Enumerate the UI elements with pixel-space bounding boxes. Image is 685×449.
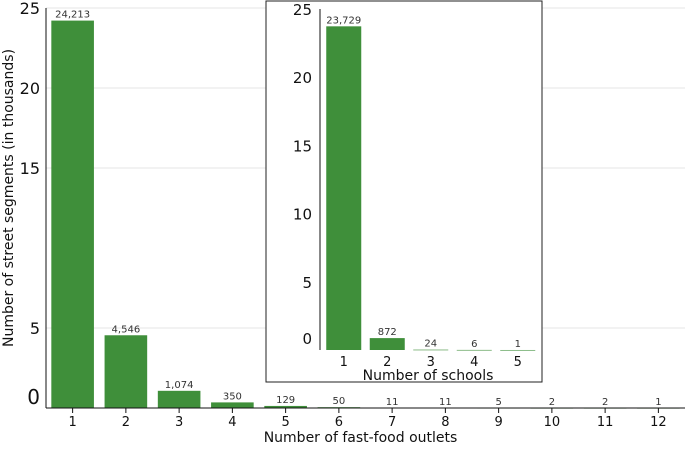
main-y-tick-15: 15 bbox=[20, 159, 40, 178]
main-x-tick-12: 12 bbox=[650, 415, 667, 430]
main-bar-5 bbox=[264, 405, 307, 408]
inset-frame bbox=[265, 0, 543, 383]
inset-x-tick-5: 5 bbox=[514, 355, 522, 370]
inset-bar-5 bbox=[500, 349, 536, 351]
main-data-label-2: 4,546 bbox=[112, 324, 141, 335]
main-data-label-9: 5 bbox=[495, 397, 501, 408]
inset-y-tick-20: 20 bbox=[293, 69, 312, 87]
inset-bar-2 bbox=[369, 338, 405, 350]
main-y-tick-5: 5 bbox=[30, 319, 40, 338]
inset-y-ticks: 0 5 10 15 20 25 bbox=[293, 1, 312, 348]
inset-x-tick-3: 3 bbox=[427, 355, 435, 370]
main-data-label-6: 50 bbox=[333, 396, 346, 407]
inset-x-axis-title: Number of schools bbox=[363, 368, 494, 384]
main-x-tick-11: 11 bbox=[597, 415, 614, 430]
inset-x-tick-4: 4 bbox=[470, 355, 478, 370]
main-y-tick-20: 20 bbox=[20, 79, 40, 98]
main-data-label-12: 1 bbox=[655, 397, 661, 408]
inset-x-tick-1: 1 bbox=[340, 355, 348, 370]
inset-y-tick-15: 15 bbox=[293, 137, 312, 155]
main-x-ticks: 1 2 3 4 5 6 7 8 9 10 11 12 bbox=[68, 408, 667, 430]
main-x-tick-1: 1 bbox=[68, 415, 76, 430]
main-axes bbox=[45, 8, 685, 409]
inset-data-label-3: 24 bbox=[424, 339, 437, 350]
inset-bars bbox=[326, 26, 536, 351]
main-bar-3 bbox=[157, 390, 201, 408]
main-bar-1 bbox=[51, 20, 94, 408]
main-y-axis-title: Number of street segments (in thousands) bbox=[1, 49, 17, 347]
inset-data-label-4: 6 bbox=[471, 339, 477, 350]
inset-bar-4 bbox=[456, 349, 492, 351]
inset-x-tick-2: 2 bbox=[383, 355, 391, 370]
main-y-tick-0: 0 bbox=[27, 385, 40, 409]
main-x-tick-8: 8 bbox=[441, 415, 449, 430]
main-bar-2 bbox=[104, 335, 148, 408]
inset-y-tick-10: 10 bbox=[293, 206, 312, 224]
main-data-label-3: 1,074 bbox=[165, 380, 194, 391]
main-x-tick-9: 9 bbox=[494, 415, 502, 430]
inset-data-label-2: 872 bbox=[378, 327, 397, 338]
main-data-label-1: 24,213 bbox=[55, 10, 90, 21]
main-x-tick-6: 6 bbox=[335, 415, 343, 430]
main-y-tick-25: 25 bbox=[20, 0, 40, 18]
main-data-label-7: 11 bbox=[386, 397, 399, 408]
main-x-tick-4: 4 bbox=[228, 415, 236, 430]
main-data-label-8: 11 bbox=[439, 397, 452, 408]
inset-chart: 23,729 872 24 6 1 0 5 10 15 20 25 1 2 3 4 5 Number of… bbox=[265, 0, 543, 384]
main-x-tick-2: 2 bbox=[122, 415, 130, 430]
main-x-axis-title: Number of fast-food outlets bbox=[264, 430, 458, 445]
inset-bar-3 bbox=[413, 349, 449, 351]
inset-bar-1 bbox=[326, 26, 362, 351]
main-y-ticks: 0 5 15 20 25 bbox=[20, 0, 40, 409]
main-data-label-4: 350 bbox=[223, 391, 242, 402]
inset-data-labels: 23,729 872 24 6 1 bbox=[326, 15, 521, 350]
main-x-tick-5: 5 bbox=[281, 415, 289, 430]
main-data-label-5: 129 bbox=[276, 395, 295, 406]
inset-y-tick-0: 0 bbox=[302, 330, 312, 348]
inset-y-tick-5: 5 bbox=[302, 274, 312, 292]
main-x-tick-3: 3 bbox=[175, 415, 183, 430]
main-x-tick-10: 10 bbox=[544, 415, 561, 430]
main-data-label-11: 2 bbox=[602, 397, 608, 408]
main-data-label-10: 2 bbox=[549, 397, 555, 408]
main-x-tick-7: 7 bbox=[388, 415, 396, 430]
inset-data-label-1: 23,729 bbox=[326, 15, 361, 26]
main-bar-4 bbox=[211, 402, 254, 408]
inset-y-tick-25: 25 bbox=[293, 1, 312, 19]
inset-x-ticks: 1 2 3 4 5 bbox=[340, 355, 522, 370]
inset-data-label-5: 1 bbox=[515, 339, 521, 350]
